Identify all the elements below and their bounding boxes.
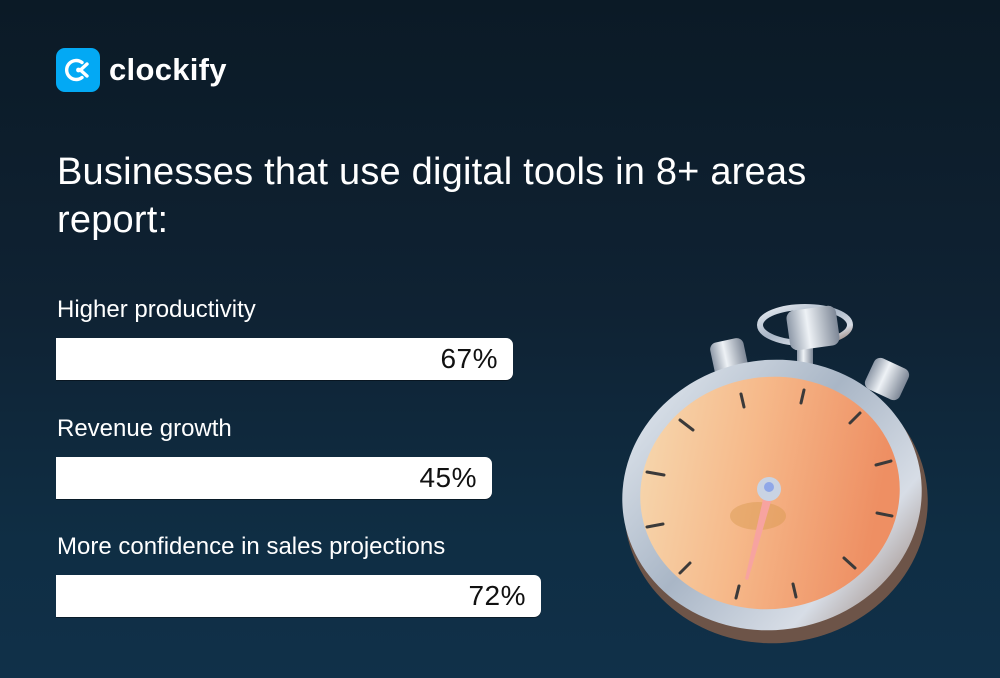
stat-label: Revenue growth [57, 415, 232, 442]
stat-value: 67% [440, 343, 498, 374]
stat-sales-confidence: More confidence in sales projections 72% [56, 533, 541, 617]
stat-label: More confidence in sales projections [57, 533, 446, 560]
stat-revenue-growth: Revenue growth 45% [56, 415, 492, 499]
stat-bar: 67% [56, 338, 513, 380]
stat-bar: 72% [56, 575, 541, 617]
stat-value: 72% [468, 580, 526, 611]
stat-higher-productivity: Higher productivity 67% [56, 296, 513, 380]
stat-bar: 45% [56, 457, 492, 499]
brand-name: clockify [109, 52, 227, 87]
page-title: Businesses that use digital tools in 8+ … [57, 151, 807, 241]
brand-logo: clockify [56, 48, 227, 92]
clockify-logo-icon [56, 48, 100, 92]
stat-value: 45% [419, 462, 477, 493]
stopwatch-icon [600, 290, 950, 650]
stat-label: Higher productivity [57, 296, 256, 323]
